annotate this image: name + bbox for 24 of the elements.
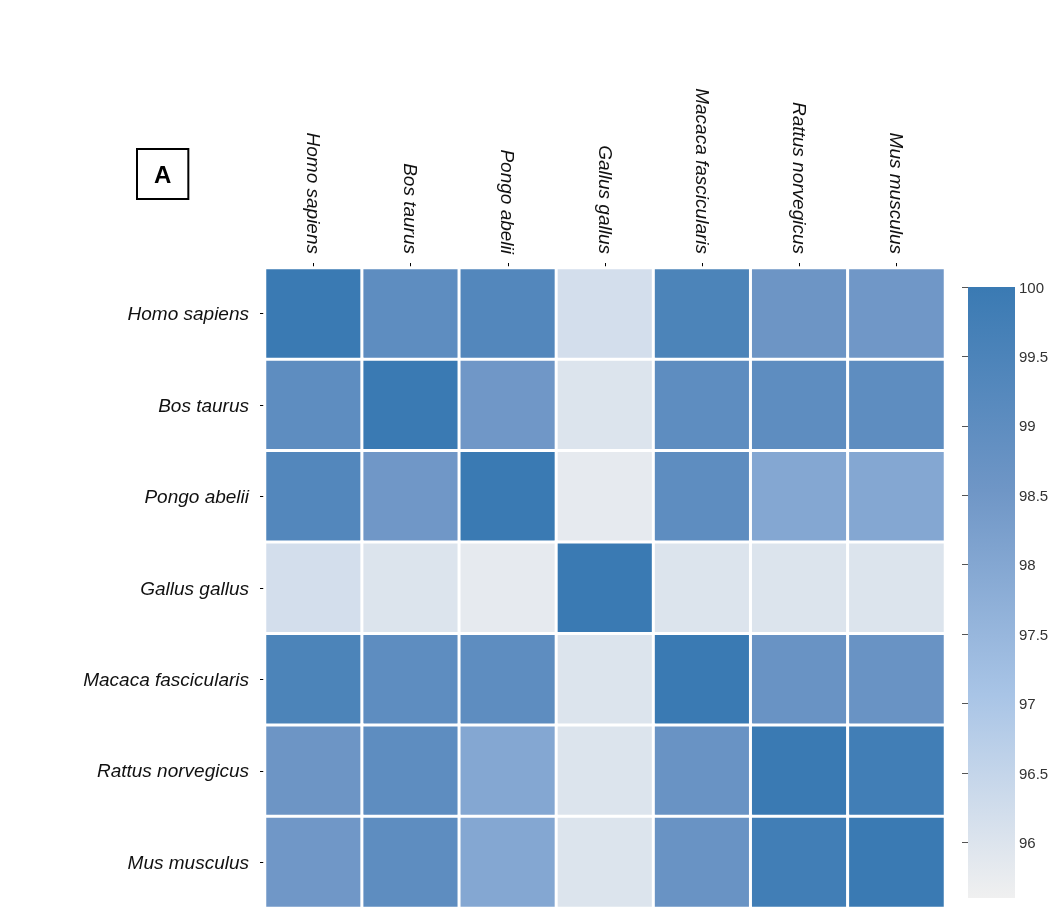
y-tick-label: Macaca fascicularis <box>83 668 250 690</box>
color-bar-label: 98 <box>1019 556 1036 574</box>
y-tick-label: Mus musculus <box>127 851 250 873</box>
x-tick-label: Homo sapiens <box>303 132 325 255</box>
x-tick-label: Macaca fascicularis <box>691 88 713 255</box>
y-tick-label: Rattus norvegicus <box>96 760 250 782</box>
color-bar-label: 100 <box>1019 278 1045 296</box>
y-tick-label: Gallus gallus <box>140 577 250 599</box>
color-bar-label: 96 <box>1019 833 1036 851</box>
color-bar-label: 96.5 <box>1019 764 1049 782</box>
x-tick-label: Gallus gallus <box>594 145 616 255</box>
y-tick-label: Bos taurus <box>158 394 250 416</box>
text: A <box>154 160 172 188</box>
color-bar-label: 99 <box>1019 417 1036 435</box>
color-bar-label: 99.5 <box>1019 347 1049 365</box>
color-bar-label: 97 <box>1019 695 1036 713</box>
x-tick-label: Pongo abelii <box>497 149 519 255</box>
x-tick-label: Bos taurus <box>400 163 422 255</box>
y-tick-label: Homo sapiens <box>127 303 250 325</box>
color-bar-label: 97.5 <box>1019 625 1049 643</box>
x-tick-label: Mus musculus <box>885 132 907 255</box>
y-tick-label: Pongo abelii <box>144 486 250 508</box>
x-tick-label: Rattus norvegicus <box>788 101 810 255</box>
color-bar-label: 98.5 <box>1019 486 1049 504</box>
